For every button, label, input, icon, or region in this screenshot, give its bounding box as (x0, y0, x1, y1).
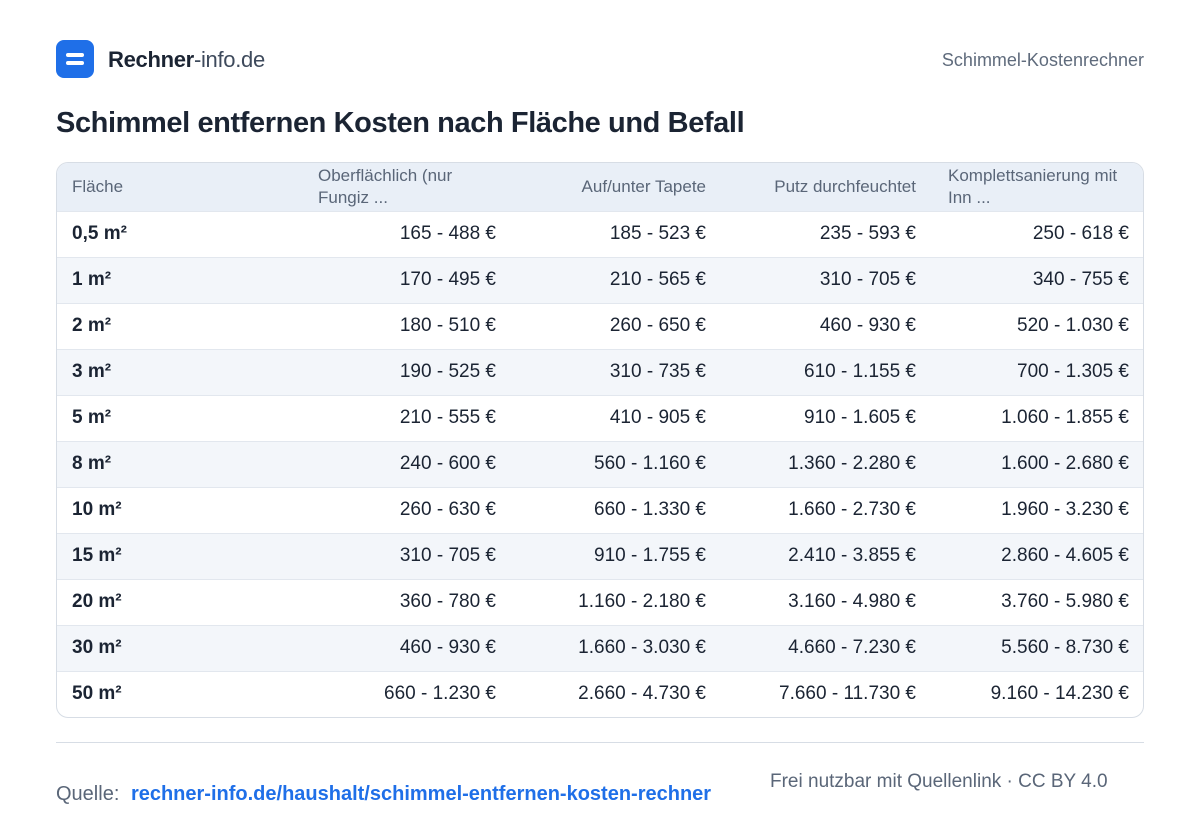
cost-range-cell: 2.860 - 4.605 € (932, 532, 1143, 579)
cost-range-cell: 560 - 1.160 € (512, 440, 722, 487)
cost-range-cell: 1.660 - 2.730 € (722, 486, 932, 533)
table-header-row: Fläche Oberflächlich (nur Fungiz ... Auf… (57, 163, 1143, 211)
cost-range-cell: 360 - 780 € (302, 578, 512, 625)
cost-range-cell: 240 - 600 € (302, 440, 512, 487)
cost-range-cell: 4.660 - 7.230 € (722, 624, 932, 671)
column-header-wallpaper: Auf/unter Tapete (512, 163, 722, 211)
cost-range-cell: 235 - 593 € (722, 210, 932, 257)
cost-range-cell: 3.760 - 5.980 € (932, 578, 1143, 625)
source-link[interactable]: rechner-info.de/haushalt/schimmel-entfer… (130, 783, 712, 805)
cost-range-cell: 1.600 - 2.680 € (932, 440, 1143, 487)
cost-range-cell: 250 - 618 € (932, 210, 1143, 257)
cost-range-cell: 260 - 650 € (512, 302, 722, 349)
column-header-area: Fläche (57, 163, 302, 211)
cost-range-cell: 660 - 1.330 € (512, 486, 722, 533)
table-row: 8 m² 240 - 600 €560 - 1.160 €1.360 - 2.28… (57, 440, 1143, 487)
cost-range-cell: 700 - 1.305 € (932, 348, 1143, 395)
calculator-name: Schimmel-Kostenrechner (941, 50, 1144, 70)
cost-range-cell: 310 - 705 € (302, 532, 512, 579)
cost-range-cell: 9.160 - 14.230 € (932, 670, 1143, 717)
brand-name[interactable]: Rechner-info.de (108, 47, 265, 73)
cost-range-cell: 660 - 1.230 € (302, 670, 512, 717)
cost-range-cell: 210 - 555 € (302, 394, 512, 441)
cost-range-cell: 1.360 - 2.280 € (722, 440, 932, 487)
row-area-cell: 30 m² (57, 624, 302, 671)
row-area-cell: 15 m² (57, 532, 302, 579)
row-area-cell: 20 m² (57, 578, 302, 625)
cost-range-cell: 460 - 930 € (302, 624, 512, 671)
column-header-surface: Oberflächlich (nur Fungiz ... (302, 163, 512, 211)
cost-range-cell: 1.160 - 2.180 € (512, 578, 722, 625)
cost-range-cell: 910 - 1.755 € (512, 532, 722, 579)
source-line: Quelle: rechner-info.de/haushalt/schimme… (56, 783, 711, 806)
page-title: Schimmel entfernen Kosten nach Fläche un… (56, 107, 745, 139)
cost-table: Fläche Oberflächlich (nur Fungiz ... Auf… (56, 162, 1144, 718)
cost-range-cell: 910 - 1.605 € (722, 394, 932, 441)
site-header: Rechner-info.de Schimmel-Kostenrechner (56, 40, 1144, 78)
cost-range-cell: 460 - 930 € (722, 302, 932, 349)
row-area-cell: 1 m² (57, 256, 302, 303)
logo-bar (66, 53, 84, 57)
cost-range-cell: 1.660 - 3.030 € (512, 624, 722, 671)
table-row: 50 m² 660 - 1.230 €2.660 - 4.730 €7.660 -… (57, 670, 1143, 717)
table-row: 30 m² 460 - 930 €1.660 - 3.030 €4.660 - 7… (57, 624, 1143, 671)
cost-range-cell: 190 - 525 € (302, 348, 512, 395)
cost-range-cell: 170 - 495 € (302, 256, 512, 303)
cost-range-cell: 310 - 705 € (722, 256, 932, 303)
column-header-full-renovation: Komplettsanierung mit Inn ... (932, 163, 1143, 211)
cost-range-cell: 2.660 - 4.730 € (512, 670, 722, 717)
cost-range-cell: 1.960 - 3.230 € (932, 486, 1143, 533)
cost-range-cell: 5.560 - 8.730 € (932, 624, 1143, 671)
row-area-cell: 8 m² (57, 440, 302, 487)
column-header-plaster: Putz durchfeuchtet (722, 163, 932, 211)
table-row: 5 m² 210 - 555 €410 - 905 €910 - 1.605 €1… (57, 394, 1143, 441)
row-area-cell: 10 m² (57, 486, 302, 533)
cost-range-cell: 210 - 565 € (512, 256, 722, 303)
table-row: 15 m² 310 - 705 €910 - 1.755 €2.410 - 3.8… (57, 532, 1143, 579)
table-row: 10 m² 260 - 630 €660 - 1.330 €1.660 - 2.7… (57, 486, 1143, 533)
table-row: 20 m² 360 - 780 €1.160 - 2.180 €3.160 - 4… (57, 578, 1143, 625)
logo-bar (66, 61, 84, 65)
cost-range-cell: 180 - 510 € (302, 302, 512, 349)
cost-range-cell: 3.160 - 4.980 € (722, 578, 932, 625)
cost-range-cell: 520 - 1.030 € (932, 302, 1143, 349)
brand-strong: Rechner (108, 47, 194, 72)
row-area-cell: 0,5 m² (57, 210, 302, 257)
cost-range-cell: 310 - 735 € (512, 348, 722, 395)
logo-icon[interactable] (56, 40, 94, 78)
cost-range-cell: 340 - 755 € (932, 256, 1143, 303)
cost-range-cell: 610 - 1.155 € (722, 348, 932, 395)
table-row: 1 m² 170 - 495 €210 - 565 €310 - 705 €340… (57, 256, 1143, 303)
cost-range-cell: 185 - 523 € (512, 210, 722, 257)
source-label: Quelle: (56, 783, 120, 805)
license-text: Frei nutzbar mit Quellenlink · CC BY 4.0 (770, 771, 1108, 792)
cost-range-cell: 260 - 630 € (302, 486, 512, 533)
cost-range-cell: 410 - 905 € (512, 394, 722, 441)
table-row: 2 m² 180 - 510 €260 - 650 €460 - 930 €520… (57, 302, 1143, 349)
row-area-cell: 3 m² (57, 348, 302, 395)
row-area-cell: 2 m² (57, 302, 302, 349)
table-row: 3 m² 190 - 525 €310 - 735 €610 - 1.155 €7… (57, 348, 1143, 395)
cost-range-cell: 7.660 - 11.730 € (722, 670, 932, 717)
cost-range-cell: 165 - 488 € (302, 210, 512, 257)
cost-range-cell: 1.060 - 1.855 € (932, 394, 1143, 441)
row-area-cell: 5 m² (57, 394, 302, 441)
table-row: 0,5 m² 165 - 488 €185 - 523 €235 - 593 €2… (57, 210, 1143, 257)
row-area-cell: 50 m² (57, 670, 302, 717)
cost-range-cell: 2.410 - 3.855 € (722, 532, 932, 579)
footer-divider (56, 742, 1144, 743)
brand-light: -info.de (193, 47, 265, 72)
